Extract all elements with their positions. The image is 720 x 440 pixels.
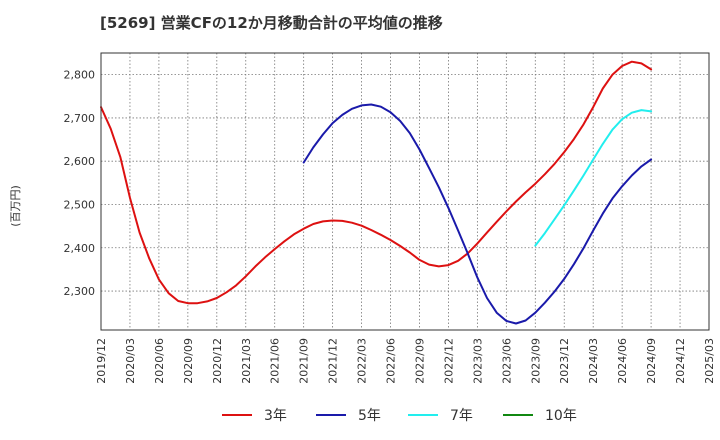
x-tick-label: 2019/12: [95, 338, 108, 384]
plot-border: [100, 52, 710, 331]
x-tick-label: 2020/03: [124, 338, 137, 384]
x-tick-label: 2022/06: [385, 338, 398, 384]
plot-area: [101, 53, 709, 330]
x-tick-label: 2022/03: [356, 338, 369, 384]
y-tick-label: 2,400: [64, 242, 96, 255]
x-tick-label: 2024/12: [674, 338, 687, 384]
x-tick-label: 2023/09: [529, 338, 542, 384]
x-tick-label: 2022/09: [413, 338, 426, 384]
y-axis-title: (百万円): [9, 185, 22, 227]
x-tick-label: 2025/03: [703, 338, 716, 384]
plot-frame: [100, 52, 710, 331]
x-tick-label: 2020/12: [211, 338, 224, 384]
series-line: [100, 60, 653, 305]
legend-label: 10年: [545, 408, 577, 424]
x-axis: 2019/12 2020/03 2020/06 2020/09 2020/12 2021/…: [95, 338, 716, 384]
legend: 3年 5年 7年 10年: [222, 408, 577, 424]
y-axis: 2,300 2,400 2,500 2,600 2,700 2,800: [64, 69, 96, 298]
legend-label: 7年: [450, 408, 473, 424]
series-layer: [100, 60, 653, 325]
x-tick-label: 2023/03: [471, 338, 484, 384]
x-tick-label: 2024/06: [616, 338, 629, 384]
legend-label: 5年: [358, 408, 381, 424]
series-line: [534, 109, 653, 247]
y-tick-label: 2,600: [64, 155, 96, 168]
y-tick-label: 2,300: [64, 285, 96, 298]
y-tick-label: 2,800: [64, 69, 96, 82]
series-line: [302, 103, 653, 325]
x-tick-label: 2024/09: [645, 338, 658, 384]
legend-label: 3年: [264, 408, 287, 424]
x-tick-label: 2021/03: [240, 338, 253, 384]
x-tick-label: 2023/06: [500, 338, 513, 384]
y-tick-label: 2,700: [64, 112, 96, 125]
x-tick-label: 2022/12: [442, 338, 455, 384]
x-tick-label: 2021/12: [327, 338, 340, 384]
chart-title: [5269] 営業CFの12か月移動合計の平均値の推移: [100, 14, 443, 32]
x-tick-label: 2020/06: [153, 338, 166, 384]
x-tick-label: 2020/09: [182, 338, 195, 384]
x-tick-label: 2023/12: [558, 338, 571, 384]
x-tick-label: 2021/06: [269, 338, 282, 384]
y-tick-label: 2,500: [64, 198, 96, 211]
x-tick-label: 2024/03: [587, 338, 600, 384]
x-tick-label: 2021/09: [298, 338, 311, 384]
plot-background: [101, 53, 709, 330]
